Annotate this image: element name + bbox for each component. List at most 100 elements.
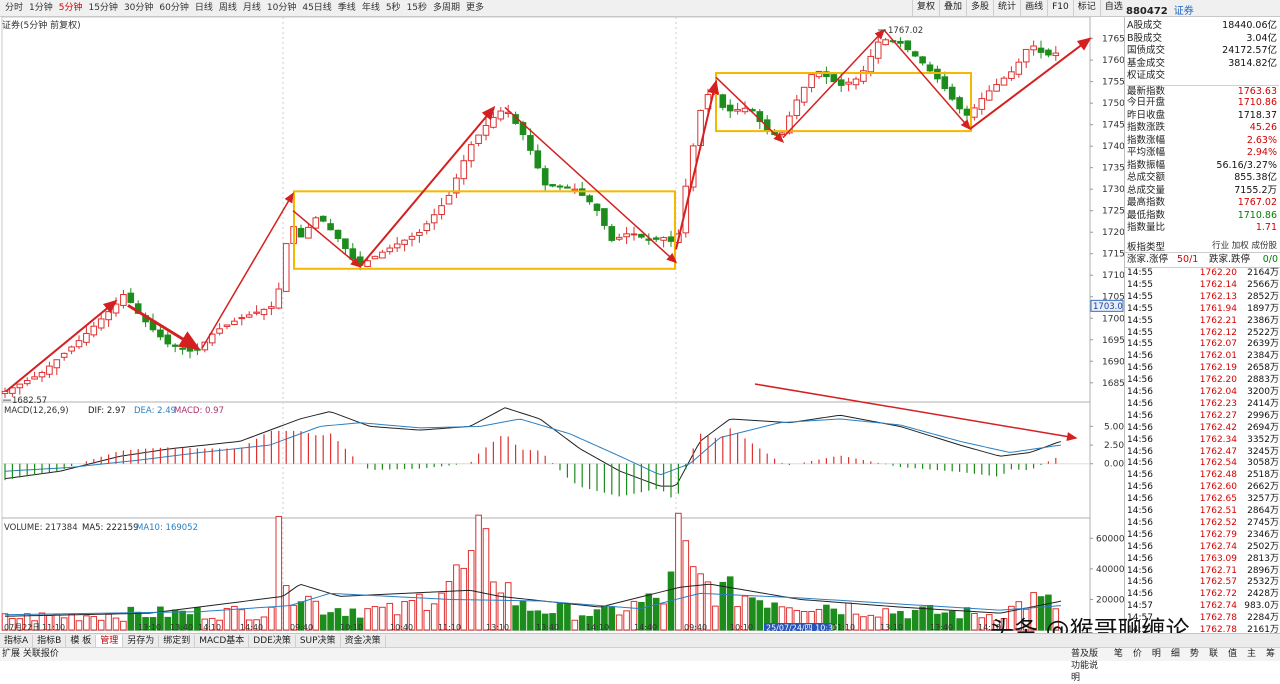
- period-tab[interactable]: 10分钟: [266, 3, 297, 13]
- period-tab[interactable]: 日线: [194, 3, 213, 13]
- period-tab[interactable]: 45日线: [302, 3, 332, 13]
- tick-volume: 2864万: [1247, 506, 1279, 516]
- tick-price: 1762.48: [1199, 470, 1237, 481]
- volume-bar: [216, 619, 223, 631]
- indicator-tab[interactable]: MACD基本: [195, 634, 250, 648]
- down-value: 0/0: [1262, 254, 1278, 265]
- status-item[interactable]: 笔: [1113, 649, 1123, 659]
- price-tick-label: 1765: [1102, 35, 1125, 45]
- period-tab[interactable]: 60分钟: [159, 3, 189, 13]
- tool-button[interactable]: 多股: [966, 0, 993, 16]
- tick-price: 1762.57: [1199, 577, 1237, 588]
- tick-volume: 3200万: [1247, 387, 1279, 397]
- period-tab[interactable]: 季线: [337, 3, 356, 13]
- info-row: 最高指数 1767.02: [1127, 197, 1279, 210]
- volume-axis-label: 40000: [1096, 565, 1125, 575]
- kline-chart[interactable]: 1765 1760 1755 1750 1745 1740 1735 1730 1725 1720…: [0, 17, 1125, 631]
- tick-volume: 2532万: [1247, 577, 1279, 588]
- tick-price: 1762.20: [1199, 268, 1237, 278]
- period-tab[interactable]: 15秒: [406, 3, 428, 13]
- indicator-tab[interactable]: 资金决策: [341, 634, 386, 648]
- tick-row: 14:56 1762.52 2745万: [1127, 518, 1279, 530]
- period-tab[interactable]: 多周期: [433, 3, 461, 13]
- status-item[interactable]: 联: [1208, 649, 1218, 659]
- tick-row: 14:56 1762.65 3257万: [1127, 494, 1279, 506]
- indicator-tab[interactable]: SUP决策: [296, 634, 341, 648]
- indicator-tab[interactable]: DDE决策: [249, 634, 296, 648]
- volume-bar: [978, 617, 986, 631]
- tick-time: 14:56: [1127, 375, 1153, 386]
- volume-bar: [689, 566, 697, 631]
- status-left[interactable]: 扩展 关联报价: [2, 649, 59, 659]
- period-tab[interactable]: 分时: [5, 3, 24, 13]
- status-item[interactable]: 筹: [1265, 649, 1275, 659]
- period-tab[interactable]: 1分钟: [29, 3, 53, 13]
- indicator-tab[interactable]: 指标A: [0, 634, 34, 648]
- candle-body: [734, 109, 741, 112]
- macd-axis-label: 5.00: [1104, 422, 1124, 432]
- status-item[interactable]: 主: [1246, 649, 1256, 659]
- indicator-tab[interactable]: 管理: [96, 634, 124, 648]
- volume-bar: [223, 608, 231, 631]
- indicator-tab[interactable]: 另存为: [123, 634, 160, 648]
- period-toolbar: 分时 1分钟 5分钟 15分钟 30分钟 60分钟 日线 周线 月线 10分钟 45日线 季线 年线 5秒…: [0, 0, 1280, 17]
- volume-bar: [97, 619, 105, 631]
- trend-arrow: [969, 37, 1092, 130]
- band-type-options[interactable]: 行业 加权 成份股: [1212, 241, 1277, 251]
- volume-bar: [756, 600, 764, 631]
- volume-bar: [430, 603, 438, 631]
- tool-button[interactable]: 复权: [912, 0, 939, 16]
- indicator-tab[interactable]: 绑定到: [159, 634, 196, 648]
- status-item[interactable]: 势: [1189, 649, 1199, 659]
- candle-body: [1015, 61, 1023, 75]
- tick-row: 14:57 1762.78 2161万: [1127, 625, 1279, 637]
- period-tab[interactable]: 5分钟: [58, 3, 83, 13]
- tool-button[interactable]: 统计: [993, 0, 1020, 16]
- period-tab[interactable]: 更多: [466, 3, 485, 13]
- volume-bar: [83, 615, 90, 631]
- volume-bar: [971, 612, 978, 631]
- tool-button[interactable]: 画线: [1020, 0, 1047, 16]
- indicator-tab[interactable]: 指标B: [33, 634, 67, 648]
- status-item[interactable]: 价: [1132, 649, 1142, 659]
- tick-time: 14:55: [1127, 268, 1153, 278]
- time-axis-label: 14:10: [978, 623, 1001, 631]
- volume-bar: [245, 619, 253, 631]
- volume-bar: [231, 605, 238, 631]
- indicator-tab[interactable]: 模 板: [66, 634, 97, 648]
- period-tab[interactable]: 月线: [242, 3, 261, 13]
- tick-time: 14:56: [1127, 351, 1153, 362]
- candle-body: [223, 324, 231, 327]
- cursor-date-box: [764, 623, 832, 631]
- status-item[interactable]: 值: [1227, 649, 1237, 659]
- period-tab[interactable]: 30分钟: [123, 3, 154, 13]
- tick-price: 1763.09: [1199, 553, 1237, 564]
- volume-bar: [941, 612, 949, 631]
- volume-bar: [438, 592, 445, 631]
- info-key: B股成交: [1127, 32, 1163, 44]
- volume-bar: [393, 614, 401, 631]
- tool-button[interactable]: F10: [1047, 0, 1073, 16]
- period-tab[interactable]: 年线: [361, 3, 380, 13]
- tool-button[interactable]: 自选: [1099, 0, 1127, 16]
- tick-time: 14:56: [1127, 482, 1153, 493]
- period-tab[interactable]: 周线: [218, 3, 237, 13]
- status-item[interactable]: 细: [1170, 649, 1180, 659]
- candle-body: [275, 288, 283, 309]
- tick-volume: 2658万: [1247, 363, 1279, 374]
- period-tab[interactable]: 15分钟: [88, 3, 118, 13]
- tool-button[interactable]: 标记: [1072, 0, 1100, 16]
- status-item[interactable]: 普及版功能说明: [1071, 649, 1099, 683]
- tick-volume: 2694万: [1247, 422, 1279, 433]
- status-item[interactable]: 明: [1151, 649, 1161, 659]
- volume-bar: [615, 614, 623, 631]
- tick-row: 14:56 1762.47 3245万: [1127, 447, 1279, 459]
- tick-row: 14:56 1762.60 2662万: [1127, 482, 1279, 494]
- period-tab[interactable]: 5秒: [385, 3, 401, 13]
- tick-price: 1762.78: [1199, 625, 1237, 635]
- tool-button[interactable]: 叠加: [939, 0, 966, 16]
- macd-dif: DIF: 2.97: [88, 406, 126, 416]
- tick-time: 14:57: [1127, 613, 1153, 624]
- macd-value: MACD: 0.97: [174, 406, 224, 416]
- volume-bar: [282, 585, 290, 631]
